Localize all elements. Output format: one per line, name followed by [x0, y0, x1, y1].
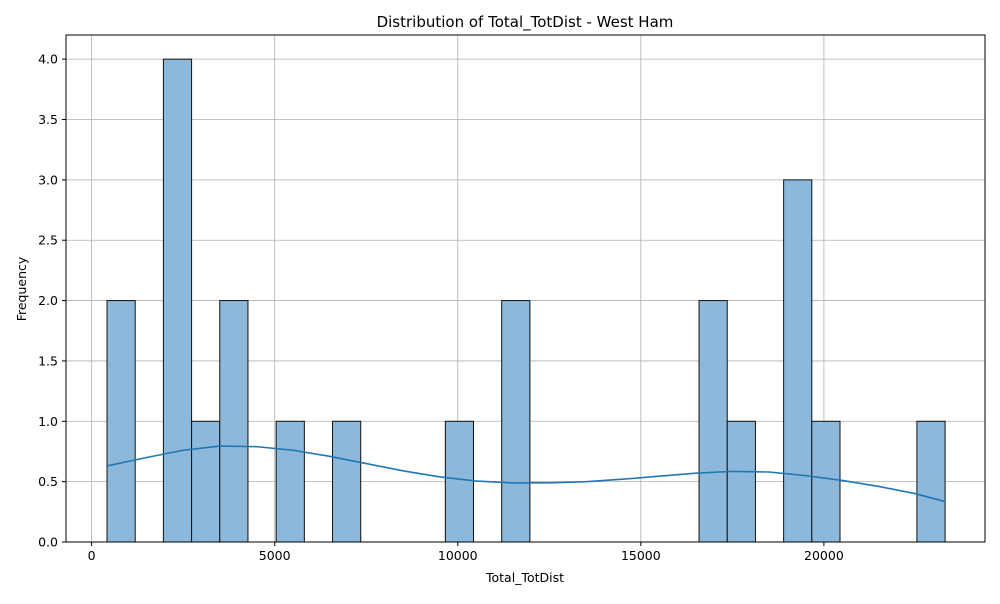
chart-title: Distribution of Total_TotDist - West Ham: [377, 13, 674, 32]
histogram-bar: [275, 420, 305, 543]
y-tick-label: 3.5: [38, 112, 58, 127]
x-tick-label: 20000: [804, 548, 844, 563]
histogram-bar: [162, 58, 193, 543]
histogram-bar: [219, 300, 249, 543]
histogram-bar: [916, 420, 946, 543]
x-tick-label: 5000: [259, 548, 291, 563]
y-axis-ticks: 0.0 0.5 1.0 1.5 2.0 2.5 3.0 3.5 4.0: [38, 52, 66, 550]
x-axis-label: Total_TotDist: [485, 570, 564, 585]
y-axis-label: Frequency: [14, 256, 29, 321]
y-tick-label: 2.5: [38, 233, 58, 248]
histogram-bars: [106, 58, 946, 543]
y-tick-label: 1.0: [38, 414, 58, 429]
y-tick-label: 0.0: [38, 535, 58, 550]
histogram-bar: [106, 300, 136, 543]
y-tick-label: 1.5: [38, 353, 58, 368]
plot-frame: [65, 34, 986, 543]
histogram-bar: [811, 420, 841, 543]
histogram-bar: [726, 420, 756, 543]
x-tick-label: 0: [88, 548, 96, 563]
histogram-bar: [332, 420, 362, 543]
x-axis-ticks: 0 5000 10000 15000 20000: [88, 542, 844, 563]
y-tick-label: 4.0: [38, 52, 58, 67]
kde-line: [106, 445, 946, 503]
y-tick-label: 3.0: [38, 172, 58, 187]
histogram-bar: [501, 300, 531, 543]
x-tick-label: 15000: [621, 548, 661, 563]
y-tick-label: 2.0: [38, 293, 58, 308]
x-tick-label: 10000: [438, 548, 478, 563]
histogram-bar: [191, 420, 221, 543]
histogram-bar: [783, 179, 813, 543]
y-tick-label: 0.5: [38, 474, 58, 489]
histogram-bar: [444, 420, 475, 543]
histogram-bar: [698, 300, 728, 543]
